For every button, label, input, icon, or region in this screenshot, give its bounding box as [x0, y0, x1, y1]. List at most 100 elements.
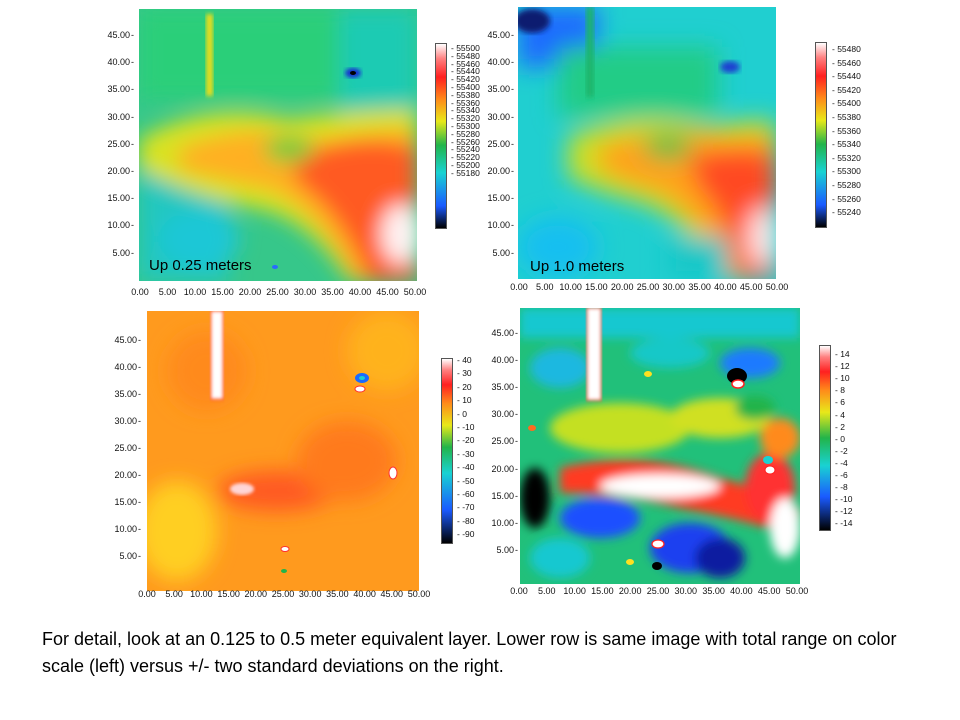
y-tick-label: 5.00 [484, 545, 518, 555]
x-tick-label: 30.00 [298, 589, 322, 599]
y-tick-label: 20.00 [484, 464, 518, 474]
colorbar-label: -6 [835, 471, 848, 480]
x-tick-label: 15.00 [591, 586, 614, 596]
map-label: Up 1.0 meters [530, 258, 625, 275]
colorbar-label: 8 [835, 386, 845, 395]
colorbar-label: 55320 [832, 153, 861, 163]
x-tick-label: 40.00 [714, 282, 737, 292]
colorbar-label: 10 [835, 374, 849, 383]
x-tick-label: 0.00 [131, 287, 149, 297]
colorbar-label: -2 [835, 446, 848, 456]
colorbar-label: -50 [457, 476, 474, 486]
y-tick-label: 40.00 [100, 57, 134, 67]
x-tick-label: 45.00 [757, 586, 781, 596]
x-tick-label: 45.00 [376, 287, 399, 297]
y-tick-label: 30.00 [480, 112, 514, 122]
y-tick-label: 15.00 [100, 193, 134, 203]
colorbar [435, 43, 447, 229]
colorbar-label: 55240 [451, 145, 480, 154]
x-tick-label: 30.00 [293, 287, 317, 297]
colorbar-label: 55200 [451, 161, 480, 170]
colorbar [441, 358, 453, 544]
colorbar-label: 20 [457, 382, 471, 392]
x-tick-label: 30.00 [674, 586, 698, 596]
x-tick-label: 35.00 [326, 589, 349, 599]
y-tick-label: 45.00 [484, 328, 518, 338]
colorbar-label: -12 [835, 507, 852, 516]
colorbar-label: 55180 [451, 168, 480, 178]
y-tick-label: 40.00 [480, 57, 514, 67]
colorbar-label: 55440 [832, 72, 861, 81]
colorbar-label: 55360 [451, 98, 480, 108]
y-tick-label: 25.00 [480, 139, 514, 149]
y-tick-label: 40.00 [484, 355, 518, 365]
x-tick-label: 45.00 [739, 282, 763, 292]
colorbar-label: -70 [457, 503, 474, 512]
x-tick-label: 5.00 [158, 287, 177, 297]
x-tick-label: 10.00 [183, 287, 207, 297]
x-tick-label: 25.00 [636, 282, 660, 292]
y-tick-label: 10.00 [107, 524, 141, 534]
y-tick-label: 30.00 [484, 409, 518, 419]
colorbar-label: 55300 [832, 167, 861, 176]
colorbar-label: -14 [835, 519, 852, 528]
colorbar-label: -10 [835, 495, 852, 504]
y-tick-label: 10.00 [484, 518, 518, 528]
x-tick-label: 50.00 [403, 287, 427, 297]
y-tick-label: 15.00 [107, 497, 141, 507]
colorbar-label: 55280 [451, 129, 480, 139]
colorbar-label: 55420 [451, 75, 480, 84]
x-tick-label: 0.00 [510, 282, 528, 292]
y-tick-label: 35.00 [484, 382, 518, 392]
colorbar-label: 10 [457, 396, 471, 405]
x-tick-label: 0.00 [138, 589, 156, 599]
colorbar-label: 55400 [451, 83, 480, 92]
y-tick-label: 10.00 [480, 220, 514, 230]
x-tick-label: 35.00 [688, 282, 711, 292]
colorbar-label: 55380 [832, 113, 861, 122]
colorbar-label: 55260 [832, 194, 861, 204]
slide-caption: For detail, look at an 0.125 to 0.5 mete… [42, 629, 897, 676]
x-tick-label: 10.00 [190, 589, 213, 599]
colorbar-label: 55380 [451, 90, 480, 100]
colorbar-label: 14 [835, 350, 849, 359]
colorbar-label: 55280 [832, 181, 861, 190]
y-tick-label: 20.00 [480, 166, 514, 176]
x-tick-label: 35.00 [321, 287, 344, 297]
x-tick-label: 40.00 [730, 586, 753, 596]
colorbar-label: 2 [835, 422, 845, 432]
colorbar-label: 55400 [832, 99, 861, 108]
colorbar-label: 40 [457, 356, 471, 365]
colorbar-label: 55340 [832, 140, 861, 149]
x-tick-label: 15.00 [211, 287, 234, 297]
y-tick-label: 45.00 [480, 30, 514, 40]
y-tick-label: 20.00 [100, 166, 134, 176]
x-tick-label: 45.00 [380, 589, 404, 599]
colorbar-label: -20 [457, 436, 474, 445]
colorbar-label: 55320 [451, 114, 480, 123]
y-tick-label: 10.00 [100, 220, 134, 230]
x-tick-label: 10.00 [559, 282, 582, 292]
y-tick-label: 35.00 [107, 389, 141, 399]
x-tick-label: 40.00 [353, 589, 376, 599]
x-tick-label: 50.00 [407, 589, 431, 599]
x-tick-label: 5.00 [165, 589, 183, 599]
y-tick-label: 20.00 [107, 470, 141, 480]
colorbar-label: 55480 [451, 51, 480, 61]
colorbar-label: -40 [457, 463, 474, 472]
y-tick-label: 5.00 [480, 248, 514, 258]
y-tick-label: 5.00 [107, 551, 141, 561]
colorbar-label: -80 [457, 516, 474, 526]
y-tick-label: 15.00 [480, 193, 514, 203]
y-tick-label: 30.00 [100, 112, 134, 122]
x-tick-label: 15.00 [217, 589, 240, 599]
y-tick-label: 30.00 [107, 416, 141, 426]
x-tick-label: 30.00 [662, 282, 686, 292]
y-tick-label: 25.00 [484, 436, 518, 446]
colorbar-label: 30 [457, 369, 471, 378]
colorbar-label: -8 [835, 483, 848, 492]
y-tick-label: 45.00 [100, 30, 134, 40]
colorbar-label: -4 [835, 458, 848, 468]
magnetic-map-up-10: Up 1.0 meters [518, 7, 776, 279]
panel-two-std-dev: 45.0040.0035.0030.0025.0020.0015.0010.00… [480, 305, 960, 610]
